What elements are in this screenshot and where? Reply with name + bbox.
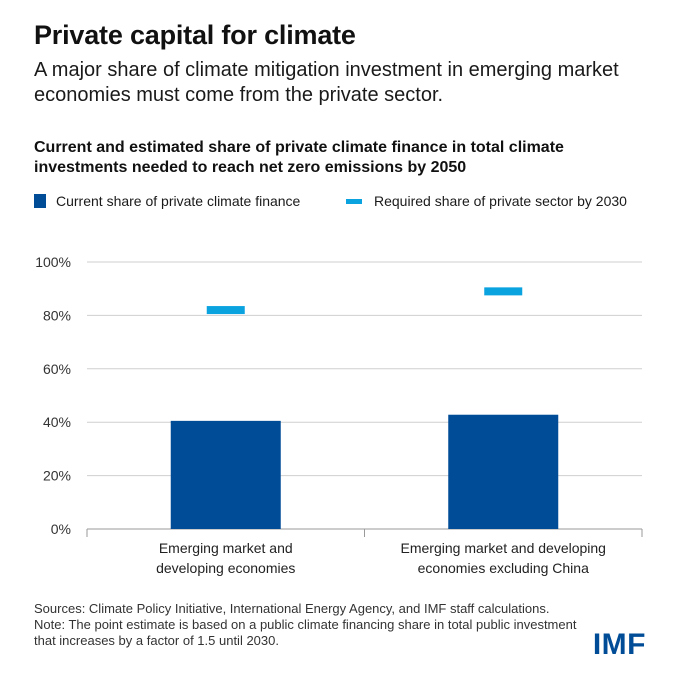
legend-bar-swatch xyxy=(34,194,46,208)
source-line: Sources: Climate Policy Initiative, Inte… xyxy=(34,601,550,616)
bar-current-share xyxy=(448,414,559,529)
x-category-label: Emerging market and developing economies … xyxy=(401,540,606,576)
legend-item-current: Current share of private climate finance xyxy=(34,193,300,209)
imf-logo: IMF xyxy=(592,628,646,661)
marker-required-share xyxy=(206,306,245,315)
y-tick-label: 40% xyxy=(43,414,71,430)
legend-marker-swatch xyxy=(346,198,362,204)
y-tick-label: 100% xyxy=(35,254,71,270)
y-tick-label: 60% xyxy=(43,361,71,377)
y-tick-label: 20% xyxy=(43,468,71,484)
bar-current-share xyxy=(170,420,281,529)
chart-title: Current and estimated share of private c… xyxy=(34,139,564,176)
note-line: Note: The point estimate is based on a p… xyxy=(34,617,577,648)
source-note: Sources: Climate Policy Initiative, Inte… xyxy=(34,601,594,649)
x-category-label: Emerging market and developing economies xyxy=(156,540,295,576)
legend-required-label: Required share of private sector by 2030 xyxy=(374,193,627,209)
legend-item-required: Required share of private sector by 2030 xyxy=(346,193,627,209)
y-tick-label: 80% xyxy=(43,307,71,323)
marker-required-share xyxy=(484,287,523,296)
y-tick-label: 0% xyxy=(51,521,71,537)
page-title: Private capital for climate xyxy=(34,20,356,50)
legend-current-label: Current share of private climate finance xyxy=(56,193,301,209)
page-subtitle: A major share of climate mitigation inve… xyxy=(34,59,619,106)
bar-chart: 0% 20% 40% 60% 80% 100% Emerging market and dev… xyxy=(35,254,643,576)
